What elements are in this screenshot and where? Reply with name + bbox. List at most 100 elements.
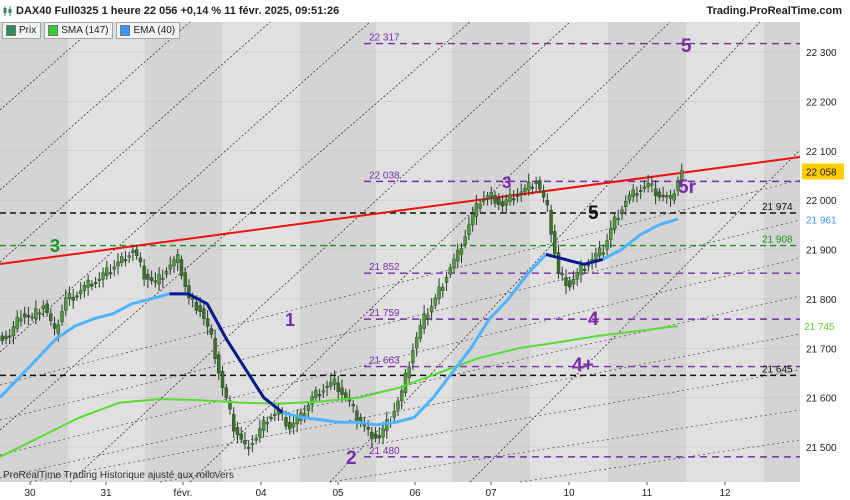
candle bbox=[441, 287, 445, 291]
candle bbox=[579, 265, 583, 275]
candle bbox=[482, 199, 486, 202]
candle bbox=[168, 264, 172, 270]
candle bbox=[355, 410, 359, 422]
candle bbox=[668, 194, 673, 199]
chart-title: DAX40 Full0325 1 heure 22 056 +0,14 % 11… bbox=[16, 5, 340, 17]
candle bbox=[105, 267, 109, 277]
candle bbox=[108, 272, 113, 275]
candle bbox=[317, 394, 322, 397]
wave-label: 5 bbox=[588, 203, 599, 224]
candle bbox=[243, 440, 247, 445]
candle bbox=[676, 181, 680, 191]
level-label: 21 852 bbox=[369, 262, 400, 273]
candle bbox=[56, 324, 60, 334]
price-badge bbox=[802, 163, 844, 180]
candle bbox=[526, 181, 531, 191]
candle bbox=[60, 311, 64, 323]
candle bbox=[284, 417, 288, 427]
legend-item-ema[interactable]: EMA (40) bbox=[116, 22, 181, 39]
candle bbox=[202, 308, 206, 319]
candle bbox=[75, 295, 79, 298]
level-label: 22 317 bbox=[369, 33, 400, 44]
fan-line bbox=[189, 21, 671, 483]
candle bbox=[433, 297, 438, 306]
candle bbox=[269, 417, 273, 420]
candle bbox=[295, 417, 299, 425]
candle bbox=[71, 297, 75, 301]
candle bbox=[235, 427, 240, 436]
candle bbox=[411, 350, 415, 364]
sma-line bbox=[0, 325, 679, 458]
legend-label-ema: EMA (40) bbox=[133, 25, 176, 36]
candle bbox=[665, 195, 669, 198]
candle bbox=[332, 378, 337, 385]
y-tick-label: 21 600 bbox=[806, 394, 837, 405]
candle bbox=[329, 382, 333, 387]
candle bbox=[400, 390, 404, 402]
candle bbox=[474, 203, 479, 217]
candle bbox=[370, 431, 374, 439]
candle bbox=[523, 188, 527, 193]
candle bbox=[116, 261, 120, 267]
level-label: 21 480 bbox=[369, 446, 400, 457]
x-tick-label: févr. bbox=[174, 488, 193, 499]
candle bbox=[627, 194, 632, 201]
candle bbox=[497, 198, 501, 205]
candle bbox=[601, 252, 606, 255]
candle bbox=[530, 186, 535, 189]
candle bbox=[653, 188, 658, 197]
candle bbox=[194, 301, 199, 311]
candle bbox=[381, 428, 385, 438]
candle bbox=[127, 255, 131, 258]
candle bbox=[452, 258, 456, 268]
candle bbox=[396, 400, 400, 410]
wave-label: 4+ bbox=[572, 355, 594, 376]
level-label: 21 663 bbox=[369, 356, 400, 367]
legend-item-prix[interactable]: Prix bbox=[2, 22, 42, 39]
candle bbox=[52, 323, 57, 329]
candle bbox=[448, 267, 452, 275]
legend-label-prix: Prix bbox=[19, 25, 37, 36]
candle bbox=[213, 338, 217, 359]
candle bbox=[64, 297, 68, 311]
candle bbox=[131, 250, 135, 253]
x-tick-label: 31 bbox=[100, 488, 112, 499]
day-band bbox=[530, 22, 608, 482]
candle bbox=[403, 372, 408, 393]
legend-swatch-ema bbox=[120, 25, 131, 36]
legend-swatch-sma bbox=[48, 25, 59, 36]
candle bbox=[11, 326, 16, 337]
y-tick-label: 22 000 bbox=[806, 196, 837, 207]
brand-label: Trading.ProRealTime.com bbox=[706, 5, 842, 17]
legend-swatch-prix bbox=[6, 25, 16, 36]
candle bbox=[680, 170, 684, 182]
candle bbox=[205, 318, 210, 327]
candle bbox=[134, 249, 139, 256]
candle bbox=[250, 443, 255, 446]
y-tick-label: 21 500 bbox=[806, 443, 837, 454]
day-band bbox=[376, 22, 452, 482]
candle bbox=[366, 427, 370, 430]
candle bbox=[650, 183, 654, 186]
wave-label: 3 bbox=[502, 173, 511, 192]
wave-label: 3 bbox=[50, 236, 60, 256]
candle bbox=[620, 209, 624, 214]
ema-badge bbox=[802, 212, 844, 227]
candle bbox=[508, 194, 512, 202]
legend-item-sma[interactable]: SMA (147) bbox=[44, 22, 114, 39]
candle bbox=[541, 190, 546, 198]
chart-header: DAX40 Full0325 1 heure 22 056 +0,14 % 11… bbox=[0, 0, 850, 22]
candle bbox=[258, 428, 262, 438]
candle bbox=[429, 306, 434, 313]
level-label: 21 645 bbox=[762, 364, 793, 375]
candle bbox=[597, 247, 602, 257]
candle bbox=[26, 315, 31, 318]
candle bbox=[34, 308, 38, 319]
candle bbox=[101, 272, 105, 280]
candle bbox=[459, 248, 464, 255]
candle bbox=[534, 182, 538, 185]
candle bbox=[493, 194, 497, 204]
footer-note: ProRealTime Trading Historique ajusté au… bbox=[3, 470, 234, 481]
x-tick-label: 05 bbox=[332, 488, 344, 499]
candle bbox=[183, 272, 187, 287]
